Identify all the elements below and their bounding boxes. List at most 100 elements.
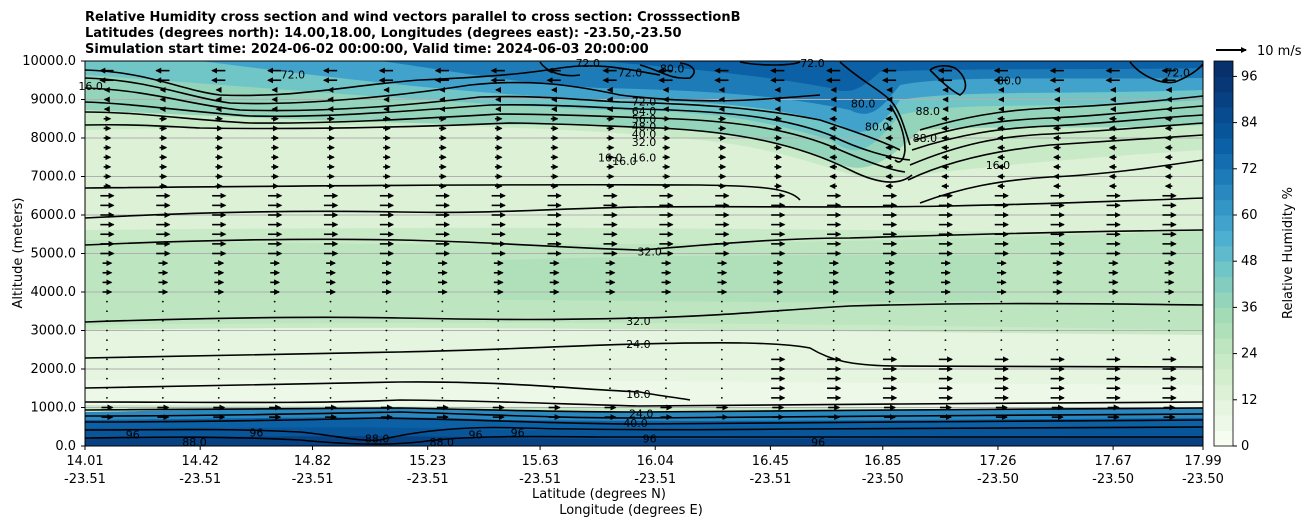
wind-vector — [553, 396, 556, 399]
x-tick-label-lon: -23.50 — [1092, 472, 1134, 487]
wind-vector — [1000, 319, 1003, 322]
wind-vector — [609, 329, 611, 332]
wind-vector — [720, 358, 723, 361]
wind-vector — [273, 310, 276, 313]
y-tick-label: 10000.0 — [22, 54, 76, 69]
y-tick-label: 8000.0 — [31, 131, 77, 146]
colorbar-tick-label: 48 — [1241, 254, 1258, 269]
wind-vector — [609, 348, 611, 351]
colorbar-tick-label: 0 — [1241, 439, 1249, 454]
wind-vector — [497, 358, 500, 361]
title-line-2: Latitudes (degrees north): 14.00,18.00, … — [85, 26, 682, 41]
contour-80-c — [929, 65, 967, 96]
wind-vector — [609, 377, 611, 380]
contour-label: 96 — [811, 436, 825, 449]
x-axis: 14.01 -23.51 14.42 -23.51 14.82 -23.51 15.23 -2… — [64, 446, 1224, 487]
wind-vector — [385, 348, 388, 351]
wind-vector — [665, 368, 667, 370]
contour-label: 96 — [249, 427, 263, 440]
contour-96-a — [85, 435, 1203, 445]
wind-vector — [385, 387, 388, 390]
wind-vector — [1168, 339, 1170, 342]
contour-72-d — [1129, 61, 1203, 84]
x-tick-label-lon: -23.51 — [292, 472, 334, 487]
wind-vector — [553, 300, 556, 303]
wind-vector — [944, 348, 947, 351]
contour-label: 88.0 — [365, 432, 390, 445]
wind-vector — [161, 339, 164, 342]
wind-vector — [441, 396, 444, 399]
colorbar-tick-label: 60 — [1241, 208, 1258, 223]
wind-vector — [441, 387, 444, 390]
wind-vector — [161, 358, 164, 361]
wind-vector — [217, 310, 220, 313]
wind-vector — [106, 396, 108, 399]
x-tick-label-lon: -23.50 — [862, 472, 904, 487]
wind-vector — [1000, 329, 1003, 332]
contour-24-d — [85, 399, 1203, 407]
wind-vector — [1168, 300, 1170, 303]
contour-48-a — [85, 101, 911, 161]
colorbar-band — [1214, 322, 1233, 339]
wind-vector — [106, 387, 108, 390]
wind-vector — [1056, 319, 1059, 322]
wind-key: 10 m/s — [1216, 44, 1302, 59]
contour-label: 32.0 — [632, 136, 657, 149]
contour-label: 72.0 — [281, 68, 306, 81]
wind-vector — [720, 329, 723, 332]
wind-vector — [161, 300, 164, 303]
contour-label: 16.0 — [986, 159, 1011, 172]
wind-vector — [441, 319, 444, 322]
contour-label: 32.0 — [637, 246, 662, 259]
wind-vector — [1168, 319, 1170, 322]
wind-vector — [217, 348, 220, 351]
colorbar-band — [1214, 261, 1233, 278]
wind-vector — [273, 396, 276, 399]
contour-label: 88.0 — [429, 436, 454, 449]
contour-label: 72.0 — [618, 67, 643, 80]
wind-vector — [720, 300, 723, 303]
wind-vector — [832, 348, 835, 351]
wind-vector — [497, 387, 500, 390]
contour-label: 72.0 — [1165, 67, 1190, 80]
x-tick-label-lon: -23.51 — [634, 472, 676, 487]
contour-label: 72.0 — [632, 95, 657, 108]
y-tick-label: 4000.0 — [31, 285, 77, 300]
wind-vector — [1112, 329, 1115, 332]
contour-label: 48.0 — [632, 120, 657, 133]
contour-64-b — [914, 105, 1203, 141]
wind-vector — [665, 348, 667, 351]
wind-vectors — [99, 67, 1177, 421]
contour-56-a — [85, 87, 901, 151]
colorbar-band — [1214, 399, 1233, 416]
wind-vector — [944, 329, 947, 332]
wind-vector — [776, 329, 779, 332]
wind-vector — [106, 319, 108, 322]
colorbar-band — [1214, 292, 1233, 308]
wind-vector — [665, 339, 667, 342]
wind-vector — [273, 348, 276, 351]
wind-vector — [329, 300, 332, 303]
wind-vector — [441, 300, 444, 303]
wind-vector — [497, 319, 500, 322]
colorbar-band — [1214, 338, 1233, 355]
wind-vector — [944, 339, 947, 342]
wind-vector — [497, 300, 500, 303]
contour-label: 56.0 — [632, 113, 657, 126]
wind-vector — [609, 387, 611, 390]
wind-vector — [217, 387, 220, 390]
wind-vector — [720, 396, 723, 399]
contour-16-a — [85, 381, 691, 401]
wind-vector — [385, 319, 388, 322]
x-tick-label-lat: 16.04 — [637, 454, 674, 469]
wind-vector — [441, 377, 444, 380]
wind-vector — [497, 348, 500, 351]
wind-vector — [720, 310, 723, 313]
contour-label: 24.0 — [626, 338, 651, 351]
wind-vector — [720, 319, 723, 322]
y-tick-label: 2000.0 — [31, 362, 77, 377]
wind-vector — [720, 368, 723, 370]
x-tick-label-lat: 17.99 — [1184, 454, 1221, 469]
wind-vector — [385, 368, 388, 370]
wind-vector — [944, 310, 947, 313]
